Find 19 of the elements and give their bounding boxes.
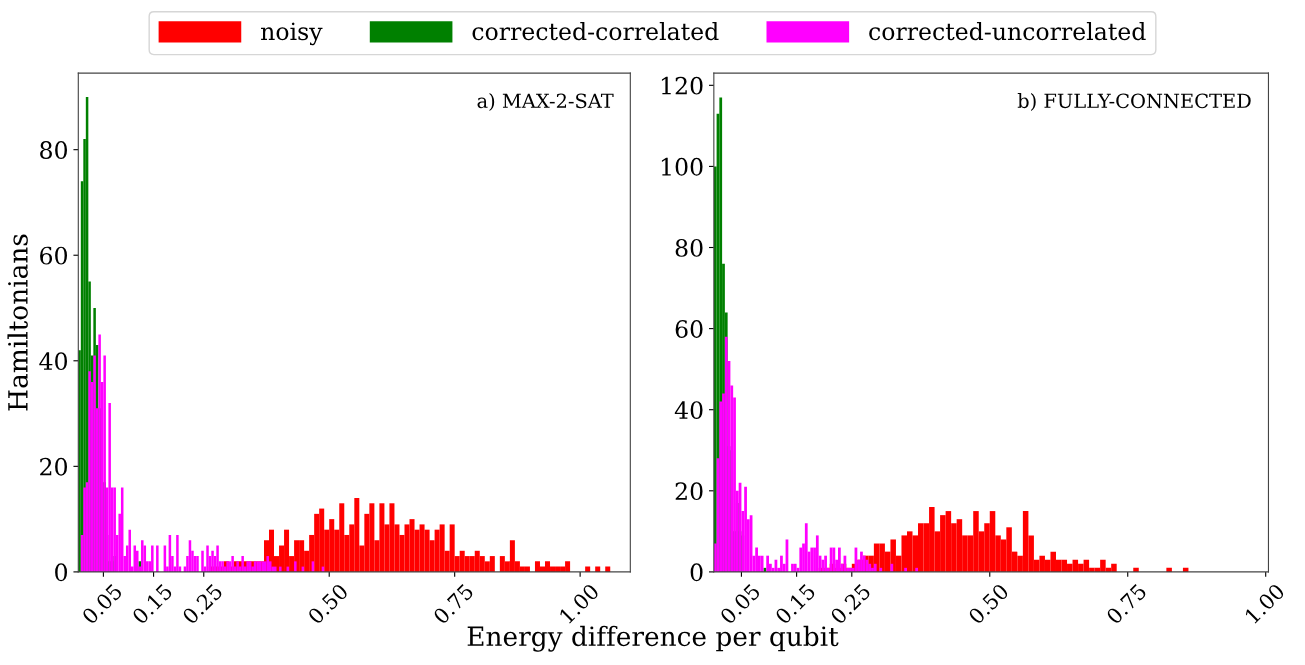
y-tick-label: 20 <box>40 457 68 476</box>
y-tick-label: 60 <box>40 246 68 265</box>
y-tick-label: 20 <box>675 482 703 501</box>
y-tick-label: 0 <box>55 563 68 582</box>
y-axis-title: Hamiltonians <box>7 234 28 411</box>
y-tick-label: 120 <box>661 76 703 95</box>
y-tick-label: 0 <box>690 563 703 582</box>
legend-label: corrected-uncorrelated <box>869 21 1146 41</box>
annotation: a) MAX-2-SAT <box>477 93 614 111</box>
legend-label: corrected-correlated <box>472 21 719 41</box>
y-tick-label: 60 <box>675 320 703 338</box>
y-tick-label: 80 <box>40 141 68 159</box>
y-tick-label: 80 <box>675 238 703 257</box>
annotation: b) FULLY-CONNECTED <box>1017 93 1251 111</box>
legend-label: noisy <box>260 22 323 46</box>
x-axis-title: Energy difference per qubit <box>467 625 839 652</box>
y-tick-label: 40 <box>674 401 703 420</box>
y-tick-label: 40 <box>39 352 68 371</box>
y-tick-label: 100 <box>661 157 703 176</box>
